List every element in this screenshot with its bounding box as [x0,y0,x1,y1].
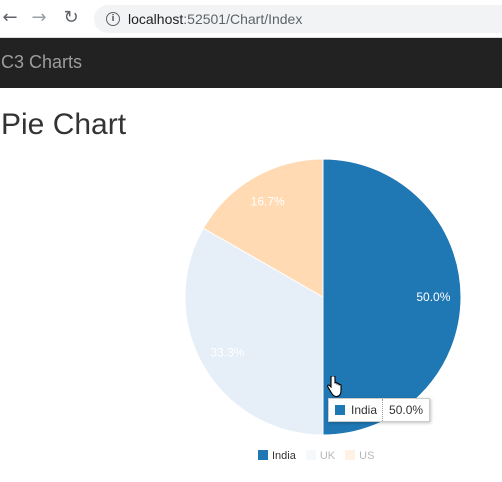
tooltip-name-cell: India [329,399,384,421]
tooltip-swatch [335,405,345,415]
slice-label-us: 16.7% [251,194,285,208]
page-title: Pie Chart [1,108,127,141]
url-path: :52501/Chart/Index [183,11,303,27]
info-icon[interactable]: i [106,12,120,26]
reload-icon[interactable]: ↻ [63,7,79,28]
legend-item-uk[interactable]: UK [305,450,336,462]
legend-swatch-us [345,450,356,460]
slice-label-india: 50.0% [416,290,450,304]
legend-swatch-uk [305,450,316,460]
pie-slice-india[interactable] [322,158,462,436]
hand-cursor-icon [327,376,342,398]
forward-icon[interactable]: → [31,7,47,28]
legend-label-uk: UK [319,450,336,462]
legend-swatch-india [258,450,268,460]
url-host: localhost [128,11,184,27]
pie-chart: 50.0% 33.3% 16.7% [184,158,462,436]
tooltip-value: 50.0% [389,403,424,417]
url-text[interactable]: localhost:52501/Chart/Index [128,11,302,27]
app-navbar: C3 Charts [0,38,502,88]
legend-label-us: US [359,450,375,462]
tooltip-name: India [351,403,378,417]
browser-toolbar: ← → ↻ i localhost:52501/Chart/Index [0,0,502,38]
chart-tooltip: India 50.0% [328,398,431,422]
slice-label-uk: 33.3% [210,345,244,359]
address-bar[interactable]: i localhost:52501/Chart/Index [94,5,502,33]
legend-item-india[interactable]: India [258,450,296,462]
pie-slice-us[interactable] [202,158,324,298]
back-icon[interactable]: ← [2,7,18,28]
legend-label-india: India [272,450,296,462]
pie-slice-uk[interactable] [184,227,324,436]
navbar-brand[interactable]: C3 Charts [1,52,83,72]
legend-item-us[interactable]: US [345,450,374,462]
chart-legend: India UK US [258,450,384,464]
